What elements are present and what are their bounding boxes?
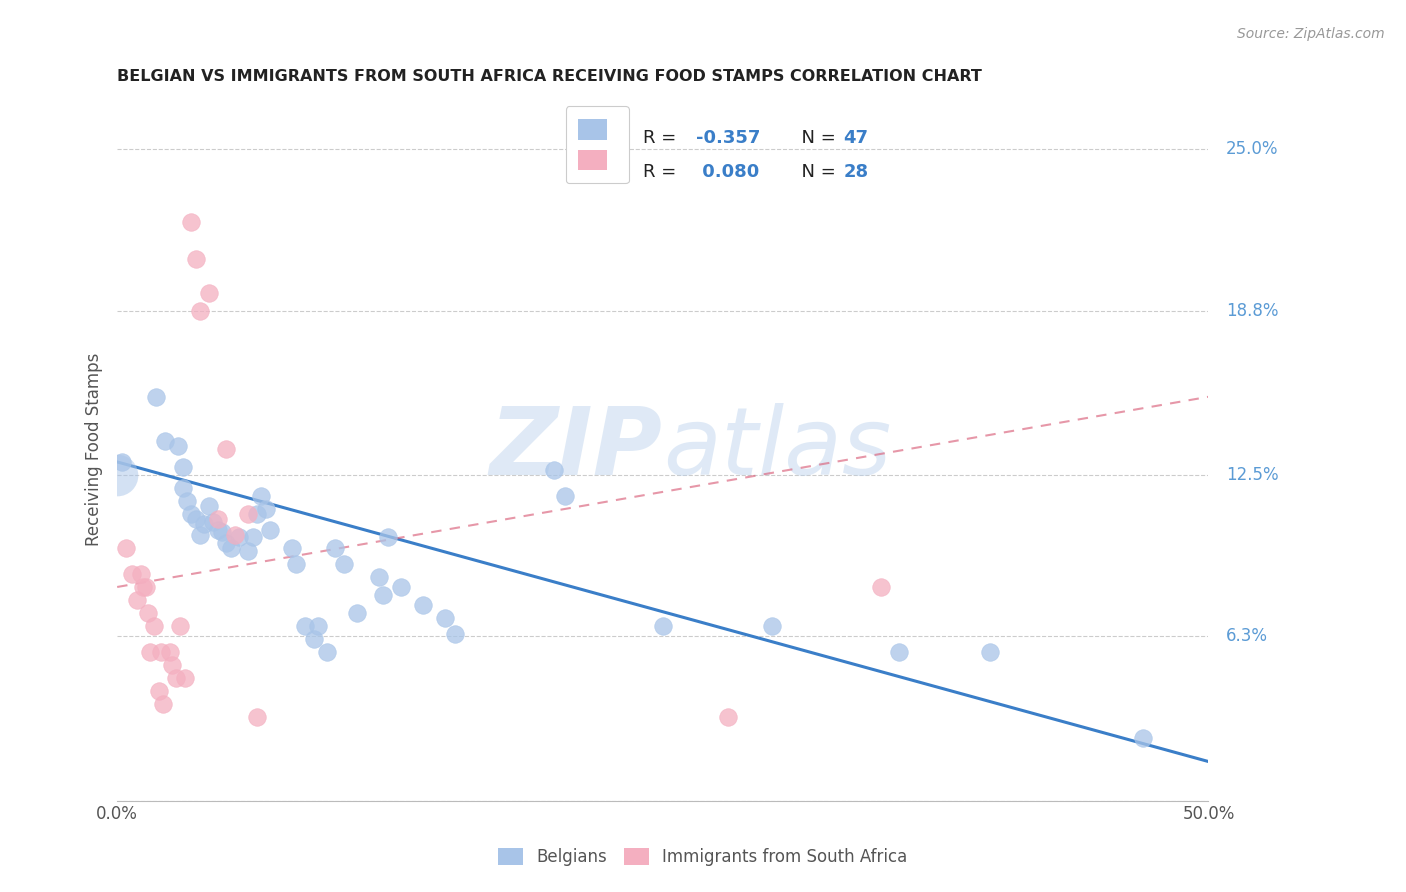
Point [153, 434, 176, 448]
Point [136, 606, 159, 620]
Point [184, 512, 207, 526]
Legend: Belgians, Immigrants from South Africa: Belgians, Immigrants from South Africa [491, 840, 915, 875]
Point [215, 442, 238, 456]
Point [346, 606, 368, 620]
Point [160, 658, 183, 673]
Point [125, 593, 148, 607]
Text: 47: 47 [844, 128, 869, 146]
Point [121, 566, 143, 581]
Text: 28: 28 [844, 163, 869, 181]
Point [307, 619, 329, 633]
Point [236, 507, 259, 521]
Point [172, 481, 194, 495]
Point [870, 580, 893, 594]
Point [149, 645, 172, 659]
Point [325, 541, 347, 555]
Point [188, 303, 211, 318]
Point [167, 439, 190, 453]
Point [302, 632, 325, 646]
Point [254, 501, 277, 516]
Point [172, 460, 194, 475]
Point [198, 500, 221, 514]
Text: 0.080: 0.080 [696, 163, 759, 181]
Point [294, 619, 316, 633]
Point [389, 580, 412, 594]
Point [135, 580, 157, 594]
Point [173, 671, 195, 685]
Point [250, 489, 273, 503]
Legend: , : , [565, 106, 628, 183]
Point [242, 531, 264, 545]
Point [315, 645, 337, 659]
Point [1132, 731, 1154, 745]
Text: R =: R = [643, 128, 682, 146]
Text: atlas: atlas [662, 403, 891, 494]
Y-axis label: Receiving Food Stamps: Receiving Food Stamps [86, 352, 103, 546]
Point [259, 523, 281, 537]
Point [207, 512, 229, 526]
Point [979, 645, 1001, 659]
Text: Source: ZipAtlas.com: Source: ZipAtlas.com [1237, 27, 1385, 41]
Point [554, 489, 576, 503]
Point [281, 541, 304, 555]
Point [373, 588, 395, 602]
Text: N =: N = [790, 128, 842, 146]
Text: 6.3%: 6.3% [1226, 627, 1268, 646]
Point [215, 535, 238, 549]
Point [246, 710, 269, 724]
Point [368, 569, 391, 583]
Point [159, 645, 181, 659]
Point [887, 645, 910, 659]
Text: N =: N = [790, 163, 842, 181]
Point [444, 627, 467, 641]
Text: ZIP: ZIP [489, 403, 662, 495]
Point [207, 523, 229, 537]
Point [202, 515, 225, 529]
Point [333, 557, 356, 571]
Text: BELGIAN VS IMMIGRANTS FROM SOUTH AFRICA RECEIVING FOOD STAMPS CORRELATION CHART: BELGIAN VS IMMIGRANTS FROM SOUTH AFRICA … [117, 69, 981, 84]
Point [236, 543, 259, 558]
Text: R =: R = [643, 163, 682, 181]
Point [377, 531, 399, 545]
Point [129, 566, 152, 581]
Point [110, 455, 132, 469]
Point [180, 215, 202, 229]
Point [143, 619, 166, 633]
Point [219, 541, 242, 555]
Point [169, 619, 191, 633]
Point [228, 531, 250, 545]
Text: 25.0%: 25.0% [1226, 140, 1278, 158]
Point [543, 463, 565, 477]
Point [165, 671, 187, 685]
Point [211, 525, 233, 540]
Point [412, 598, 434, 612]
Point [139, 645, 162, 659]
Point [145, 390, 167, 404]
Point [285, 557, 308, 571]
Point [132, 580, 155, 594]
Text: -0.357: -0.357 [696, 128, 761, 146]
Point [184, 252, 207, 266]
Text: 12.5%: 12.5% [1226, 466, 1278, 484]
Point [246, 507, 269, 521]
Point [115, 541, 138, 555]
Point [188, 528, 211, 542]
Point [180, 507, 202, 521]
Point [198, 285, 221, 300]
Point [176, 494, 198, 508]
Point [224, 528, 246, 542]
Point [148, 684, 170, 698]
Point [651, 619, 673, 633]
Point [433, 611, 456, 625]
Point [152, 697, 174, 711]
Point [193, 517, 215, 532]
Point [717, 710, 740, 724]
Point [105, 467, 128, 482]
Text: 18.8%: 18.8% [1226, 301, 1278, 320]
Point [761, 619, 783, 633]
